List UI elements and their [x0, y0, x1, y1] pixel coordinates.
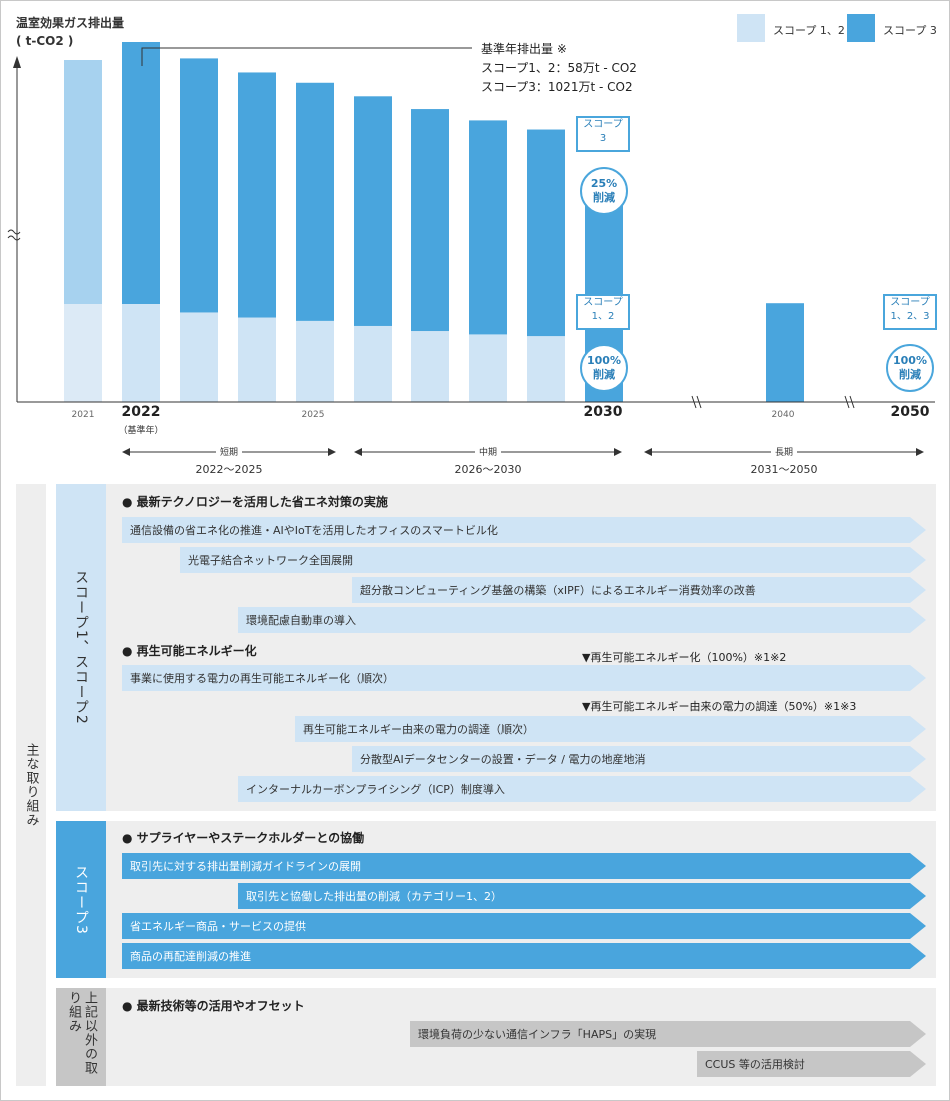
section-scope12-side-label: スコープ1、スコープ2	[73, 570, 89, 725]
period-short-range: 2022～2025	[195, 463, 263, 476]
label-scope3-2030-line1: スコープ	[583, 119, 623, 130]
reduction-scope3-2030: 25% 削減	[580, 167, 628, 215]
reduction-scope12-2030-pct: 100%	[587, 354, 621, 367]
chart-title: 温室効果ガス排出量 ( t-CO2 )	[16, 14, 124, 50]
period-short-name: 短期	[215, 445, 242, 458]
initiative-arrow: 取引先に対する排出量削減ガイドラインの展開	[122, 853, 926, 879]
legend-swatch-scope3	[847, 14, 875, 42]
chart-unit: ( t-CO2 )	[16, 34, 74, 48]
period-short: 短期 2022～2025	[128, 445, 330, 477]
bar-scope3-2023	[180, 58, 218, 313]
label-scope123-2050: スコープ 1、2、3	[883, 294, 937, 330]
initiative-arrow: 事業に使用する電力の再生可能エネルギー化（順次）	[122, 665, 926, 691]
initiative-arrow: 取引先と協働した排出量の削減（カテゴリー1、2）	[238, 883, 926, 909]
bar-scope12-2028	[469, 334, 507, 402]
bar-scope12-2025	[296, 320, 334, 402]
bar-scope12-2022	[122, 304, 160, 402]
bar-total-2021	[64, 60, 102, 304]
section-scope3-side: スコープ3	[56, 821, 106, 978]
reduction-scope123-2050-pct: 100%	[893, 354, 927, 367]
bar-scope12-2024	[238, 317, 276, 402]
x-tick-2040: 2040	[771, 410, 795, 420]
bar-scope3-2029	[527, 129, 565, 337]
reduction-scope123-2050: 100% 削減	[886, 344, 934, 392]
chart-title-text: 温室効果ガス排出量	[16, 16, 125, 30]
initiative-arrow: 省エネルギー商品・サービスの提供	[122, 913, 926, 939]
x-tick-2022-sub: （基準年）	[118, 426, 164, 436]
section-scope3-side-label: スコープ3	[73, 864, 89, 935]
section-other-side-label: 上記以外の取り組み	[66, 991, 97, 1075]
x-tick-2050: 2050	[890, 404, 930, 420]
initiative-arrow: 環境負荷の少ない通信インフラ「HAPS」の実現	[410, 1021, 926, 1047]
bar-scope3-2028	[469, 120, 507, 335]
label-scope12-2030: スコープ 1、2	[576, 294, 630, 330]
initiative-arrow: 超分散コンピューティング基盤の構築（xIPF）によるエネルギー消費効率の改善	[352, 577, 926, 603]
period-long-name: 長期	[770, 445, 797, 458]
y-axis-arrow	[13, 56, 21, 68]
bars-layer	[64, 42, 804, 402]
milestone-note: ▼再生可能エネルギー由来の電力の調達（50%）※1※3	[582, 700, 857, 713]
reduction-scope12-2030: 100% 削減	[580, 344, 628, 392]
group-heading: ● 再生可能エネルギー化	[122, 644, 257, 658]
reduction-scope123-2050-text: 削減	[899, 368, 921, 381]
bar-scope3-2025	[296, 82, 334, 321]
label-scope3-2030: スコープ 3	[576, 116, 630, 152]
initiative-arrow: 分散型AIデータセンターの設置・データ / 電力の地産地消	[352, 746, 926, 772]
bar-scope12-2023	[180, 312, 218, 402]
label-scope3-2030-line2: 3	[599, 133, 607, 144]
group-heading: ● 最新技術等の活用やオフセット	[122, 999, 305, 1013]
bar-scope12-2029	[527, 336, 565, 402]
legend-label-scope3: スコープ 3	[883, 24, 937, 37]
reduction-scope3-2030-text: 削減	[593, 191, 615, 204]
x-tick-2022: 2022	[121, 404, 161, 420]
bar-scope12-2026	[354, 325, 392, 402]
initiative-arrow: 環境配慮自動車の導入	[238, 607, 926, 633]
label-scope123-2050-line1: スコープ	[890, 297, 930, 308]
reduction-scope3-2030-pct: 25%	[590, 177, 618, 190]
bar-scope3-2027	[411, 109, 449, 332]
group-heading: ● 最新テクノロジーを活用した省エネ対策の実施	[122, 495, 388, 509]
section-other-side: 上記以外の取り組み	[56, 988, 106, 1086]
x-axis-break-icon-1	[691, 395, 702, 409]
bar-scope3-2026	[354, 96, 392, 326]
baseline-note-line-1: 基準年排出量 ※	[481, 42, 567, 56]
legend-label-scope12: スコープ 1、2	[773, 24, 845, 37]
initiative-arrow: 光電子結合ネットワーク全国展開	[180, 547, 926, 573]
x-tick-2021: 2021	[71, 410, 95, 420]
initiative-arrow: 商品の再配達削減の推進	[122, 943, 926, 969]
label-scope12-2030-line2: 1、2	[591, 311, 615, 322]
milestone-note: ▼再生可能エネルギー化（100%）※1※2	[582, 651, 787, 664]
bar-scope3-2024	[238, 72, 276, 318]
period-mid: 中期 2026～2030	[360, 445, 616, 477]
bar-scope3-2022	[122, 42, 160, 304]
bar-scope12-2027	[411, 331, 449, 402]
label-scope123-2050-line2: 1、2、3	[890, 311, 930, 322]
section-scope12-side: スコープ1、スコープ2	[56, 484, 106, 811]
initiative-arrow: 再生可能エネルギー由来の電力の調達（順次）	[295, 716, 926, 742]
initiative-arrow: CCUS 等の活用検討	[697, 1051, 926, 1077]
reduction-scope12-2030-text: 削減	[593, 368, 615, 381]
baseline-note-line-3: スコープ3：1021万t - CO2	[481, 80, 633, 94]
period-long: 長期 2031～2050	[650, 445, 918, 477]
baseline-leader-line	[141, 47, 472, 66]
legend-swatch-scope12	[737, 14, 765, 42]
initiatives-label: 主な取り組み	[23, 743, 39, 827]
group-heading: ● サプライヤーやステークホルダーとの協働	[122, 831, 365, 845]
period-long-range: 2031～2050	[750, 463, 818, 476]
initiative-arrow: インターナルカーボンプライシング（ICP）制度導入	[238, 776, 926, 802]
x-axis-break-icon-2	[844, 395, 855, 409]
period-mid-name: 中期	[474, 445, 501, 458]
x-tick-2025: 2025	[301, 410, 325, 420]
bar-scope3-2040	[766, 303, 804, 402]
label-scope12-2030-line1: スコープ	[583, 297, 623, 308]
initiative-arrow: 通信設備の省エネ化の推進・AIやIoTを活用したオフィスのスマートビル化	[122, 517, 926, 543]
baseline-note: 基準年排出量 ※ スコープ1、2：58万t - CO2 スコープ3：1021万t…	[481, 40, 637, 97]
baseline-note-line-2: スコープ1、2：58万t - CO2	[481, 61, 637, 75]
initiatives-label-col: 主な取り組み	[16, 484, 46, 1086]
period-mid-range: 2026～2030	[454, 463, 522, 476]
chart-svg	[7, 42, 935, 456]
y-axis-break-icon	[7, 229, 21, 241]
bar-scope12-2021	[64, 304, 102, 402]
x-tick-2030: 2030	[583, 404, 623, 420]
